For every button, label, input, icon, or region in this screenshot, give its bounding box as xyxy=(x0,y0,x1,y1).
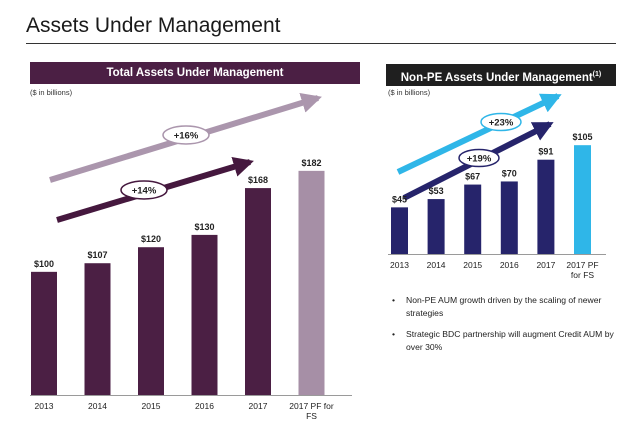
non-pe-growth-label-23: +23% xyxy=(489,118,514,129)
total-aum-bar-2 xyxy=(138,247,164,395)
non-pe-growth-arrow-23 xyxy=(396,93,562,175)
total-aum-value-label-2: $120 xyxy=(141,234,161,244)
non-pe-aum-bar-5 xyxy=(574,145,591,254)
non-pe-aum-bar-4 xyxy=(537,159,555,254)
non-pe-aum-bar-0 xyxy=(391,207,408,254)
non-pe-aum-value-label-2: $67 xyxy=(465,172,480,182)
non-pe-aum-bar-3 xyxy=(500,181,518,254)
total-aum-bar-3 xyxy=(191,234,218,395)
total-aum-bar-1 xyxy=(84,263,111,395)
total-aum-value-label-0: $100 xyxy=(34,259,54,269)
total-aum-header: Total Assets Under Management xyxy=(30,62,360,84)
bullet-item: Strategic BDC partnership will augment C… xyxy=(392,328,620,353)
non-pe-aum-category-label-2: 2015 xyxy=(463,260,482,270)
non-pe-aum-category-label-0: 2013 xyxy=(390,260,409,270)
total-aum-value-label-5: $182 xyxy=(301,158,321,168)
non-pe-aum-category-label-5: 2017 PF for FS xyxy=(566,260,598,280)
total-aum-growth-badge-14 xyxy=(120,180,168,200)
total-aum-category-label-5: 2017 PF for FS xyxy=(289,401,334,421)
page-title: Assets Under Management xyxy=(26,14,281,37)
total-aum-units-note: ($ in billions) xyxy=(30,88,73,97)
total-aum-bar-4 xyxy=(245,188,271,395)
total-aum-category-label-4: 2017 xyxy=(249,401,268,411)
total-aum-category-label-3: 2016 xyxy=(195,401,214,411)
non-pe-aum-value-label-1: $53 xyxy=(429,186,444,196)
non-pe-growth-badge-19 xyxy=(458,148,500,168)
total-aum-bar-0 xyxy=(31,271,57,395)
non-pe-aum-bar-2 xyxy=(464,184,482,254)
total-aum-category-label-1: 2014 xyxy=(88,401,107,411)
total-aum-bar-5 xyxy=(298,170,325,395)
non-pe-aum-category-label-3: 2016 xyxy=(500,260,519,270)
total-aum-category-label-2: 2015 xyxy=(142,401,161,411)
total-aum-growth-label-16: +16% xyxy=(174,131,199,142)
footnote-marker: (1) xyxy=(592,71,602,78)
total-aum-value-label-3: $130 xyxy=(194,222,214,232)
non-pe-aum-header: Non-PE Assets Under Management(1) xyxy=(386,64,616,86)
non-pe-growth-badge-23 xyxy=(480,112,522,132)
non-pe-aum-value-label-5: $105 xyxy=(572,132,592,142)
non-pe-aum-bar-1 xyxy=(427,199,445,254)
total-aum-growth-badge-16 xyxy=(162,125,210,145)
non-pe-aum-category-label-4: 2017 xyxy=(536,260,555,270)
total-aum-value-label-1: $107 xyxy=(87,250,107,260)
non-pe-commentary: Non-PE AUM growth driven by the scaling … xyxy=(392,294,620,362)
non-pe-aum-header-text: Non-PE Assets Under Management xyxy=(400,71,593,84)
non-pe-aum-value-label-3: $70 xyxy=(502,168,517,178)
title-divider xyxy=(26,43,616,44)
total-aum-growth-label-14: +14% xyxy=(132,186,157,197)
non-pe-aum-units-note: ($ in billions) xyxy=(388,88,431,97)
total-aum-value-label-4: $168 xyxy=(248,175,268,185)
non-pe-aum-category-label-1: 2014 xyxy=(427,260,446,270)
non-pe-growth-label-19: +19% xyxy=(467,154,492,165)
non-pe-aum-value-label-0: $45 xyxy=(392,194,407,204)
bullet-item: Non-PE AUM growth driven by the scaling … xyxy=(392,294,620,319)
non-pe-aum-value-label-4: $91 xyxy=(538,147,553,157)
total-aum-category-label-0: 2013 xyxy=(35,401,54,411)
